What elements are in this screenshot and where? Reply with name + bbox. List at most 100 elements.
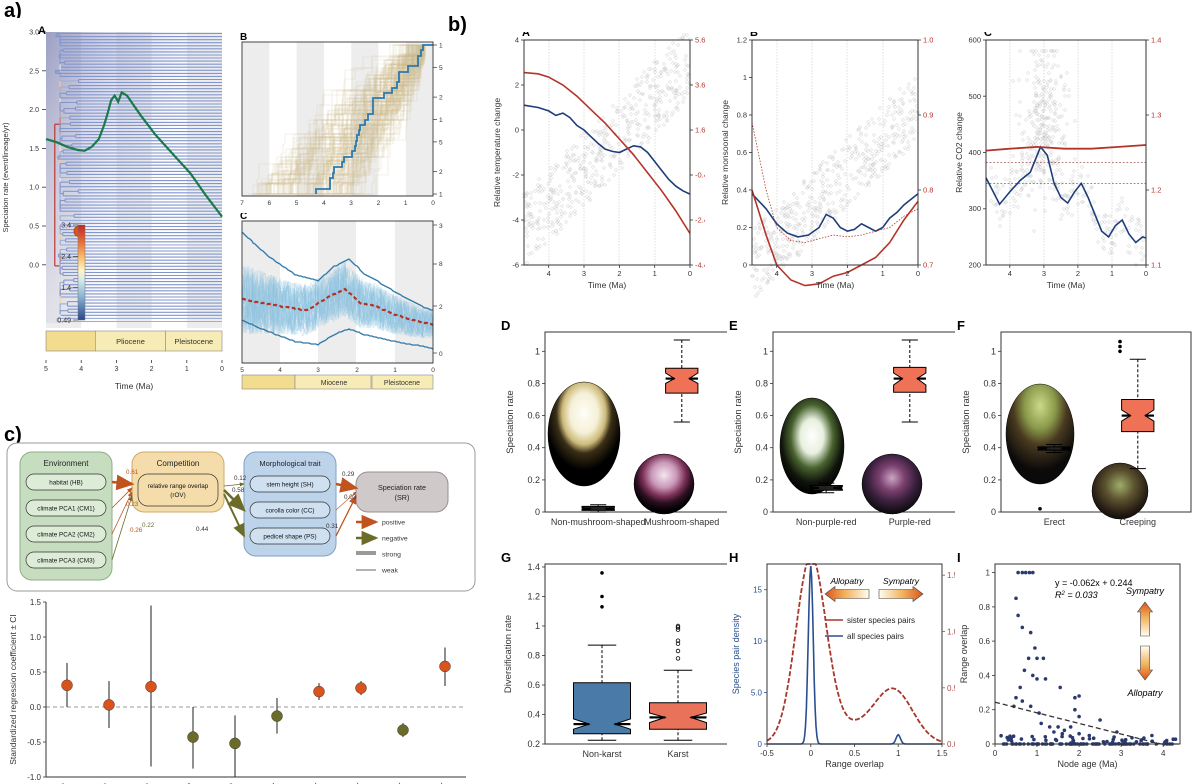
svg-text:1.2: 1.2 (737, 36, 747, 45)
svg-text:1.5: 1.5 (30, 598, 42, 607)
svg-text:Time (Ma): Time (Ma) (1047, 280, 1086, 290)
svg-text:-2: -2 (512, 171, 519, 180)
svg-text:Speciation rate: Speciation rate (378, 483, 426, 492)
svg-text:0: 0 (431, 367, 435, 374)
svg-text:Environment: Environment (44, 459, 90, 468)
svg-text:0: 0 (515, 126, 519, 135)
svg-text:4: 4 (1008, 269, 1012, 278)
svg-text:strong: strong (382, 552, 401, 559)
svg-text:0.0: 0.0 (30, 703, 42, 712)
svg-text:-1.0: -1.0 (27, 773, 41, 782)
svg-text:Time (Ma): Time (Ma) (816, 280, 855, 290)
svg-text:8: 8 (439, 261, 443, 268)
svg-text:0.8: 0.8 (979, 603, 991, 612)
svg-text:H: H (729, 550, 738, 565)
svg-text:5: 5 (240, 367, 244, 374)
svg-text:Allopatry: Allopatry (829, 576, 864, 586)
svg-text:Time (Ma): Time (Ma) (115, 381, 154, 391)
svg-text:0.6: 0.6 (979, 637, 991, 646)
svg-text:0.2: 0.2 (983, 475, 996, 485)
svg-text:1.0: 1.0 (923, 36, 933, 45)
svg-text:Diversification rate: Diversification rate (503, 615, 514, 693)
svg-text:300: 300 (968, 204, 981, 213)
svg-text:Mushroom-shaped: Mushroom-shaped (644, 517, 719, 527)
svg-text:5: 5 (295, 200, 299, 207)
svg-text:0.2: 0.2 (527, 475, 540, 485)
svg-text:500: 500 (968, 92, 981, 101)
svg-text:0.2: 0.2 (527, 739, 540, 749)
svg-text:0.4: 0.4 (527, 443, 540, 453)
svg-text:0: 0 (916, 269, 920, 278)
svg-text:1.6: 1.6 (695, 126, 705, 135)
svg-text:3: 3 (582, 269, 586, 278)
svg-text:100: 100 (439, 43, 443, 50)
svg-text:0.0: 0.0 (29, 262, 39, 269)
svg-text:2: 2 (515, 81, 519, 90)
svg-text:0.6: 0.6 (755, 411, 768, 421)
svg-text:3: 3 (114, 366, 118, 373)
svg-text:1.1: 1.1 (1151, 261, 1161, 270)
svg-text:10: 10 (439, 117, 443, 124)
svg-text:6: 6 (267, 200, 271, 207)
svg-text:0.8: 0.8 (737, 111, 747, 120)
svg-text:0: 0 (993, 749, 998, 758)
svg-text:Standardized regression coeffi: Standardized regression coefficient ± CI (8, 614, 18, 765)
svg-text:1.2: 1.2 (527, 592, 540, 602)
svg-text:0.58: 0.58 (232, 487, 245, 494)
svg-text:Non-purple-red: Non-purple-red (796, 517, 857, 527)
svg-text:0.7: 0.7 (923, 261, 933, 270)
svg-text:3: 3 (349, 200, 353, 207)
svg-text:0.61: 0.61 (126, 469, 139, 476)
svg-text:0: 0 (758, 740, 763, 749)
svg-text:1.4: 1.4 (527, 562, 540, 572)
svg-text:4: 4 (322, 200, 326, 207)
svg-text:Allopatry: Allopatry (1126, 688, 1163, 698)
svg-text:stem height (SH): stem height (SH) (266, 482, 313, 489)
svg-text:corolla color (CC): corolla color (CC) (266, 508, 315, 515)
svg-text:4: 4 (278, 367, 282, 374)
svg-text:Time (Ma): Time (Ma) (588, 280, 627, 290)
svg-text:R2 = 0.033: R2 = 0.033 (1055, 590, 1098, 600)
svg-text:Karst: Karst (667, 749, 689, 759)
svg-text:0.12: 0.12 (234, 475, 247, 482)
svg-text:4: 4 (775, 269, 779, 278)
svg-text:3: 3 (316, 367, 320, 374)
svg-text:4: 4 (547, 269, 551, 278)
svg-text:2: 2 (439, 169, 443, 176)
svg-text:Node age (Ma): Node age (Ma) (1057, 759, 1117, 769)
svg-text:2: 2 (377, 200, 381, 207)
svg-text:0.8: 0.8 (755, 378, 768, 388)
svg-text:Species pair density: Species pair density (731, 613, 741, 694)
svg-text:0: 0 (986, 740, 991, 749)
svg-text:200: 200 (968, 261, 981, 270)
svg-text:4: 4 (1161, 749, 1166, 758)
svg-text:2: 2 (1076, 269, 1080, 278)
svg-text:-4: -4 (512, 216, 519, 225)
svg-text:2: 2 (150, 366, 154, 373)
svg-text:A: A (522, 32, 530, 39)
svg-text:1.2: 1.2 (1151, 186, 1161, 195)
svg-text:Creeping: Creeping (1120, 517, 1157, 527)
svg-text:0: 0 (763, 507, 768, 517)
svg-text:0.5: 0.5 (30, 668, 42, 677)
svg-text:0.4: 0.4 (983, 443, 996, 453)
svg-text:0.9: 0.9 (923, 111, 933, 120)
svg-text:positive: positive (382, 520, 405, 527)
svg-text:0.8: 0.8 (527, 651, 540, 661)
svg-text:Sympatry: Sympatry (883, 576, 920, 586)
svg-text:1: 1 (763, 346, 768, 356)
svg-text:Pleistocene: Pleistocene (384, 380, 420, 387)
svg-text:Sympatry: Sympatry (1126, 586, 1165, 596)
svg-text:Morphological trait: Morphological trait (259, 459, 321, 468)
svg-text:E: E (729, 318, 738, 333)
svg-text:D: D (501, 318, 510, 333)
svg-text:Miocene: Miocene (321, 380, 348, 387)
svg-text:20: 20 (439, 95, 443, 102)
svg-text:1: 1 (404, 200, 408, 207)
svg-text:0: 0 (991, 507, 996, 517)
svg-text:2.4: 2.4 (61, 254, 71, 261)
svg-text:1.3: 1.3 (1151, 111, 1161, 120)
svg-text:weak: weak (381, 568, 398, 575)
svg-text:A: A (38, 25, 46, 37)
svg-text:(SR): (SR) (395, 493, 410, 502)
